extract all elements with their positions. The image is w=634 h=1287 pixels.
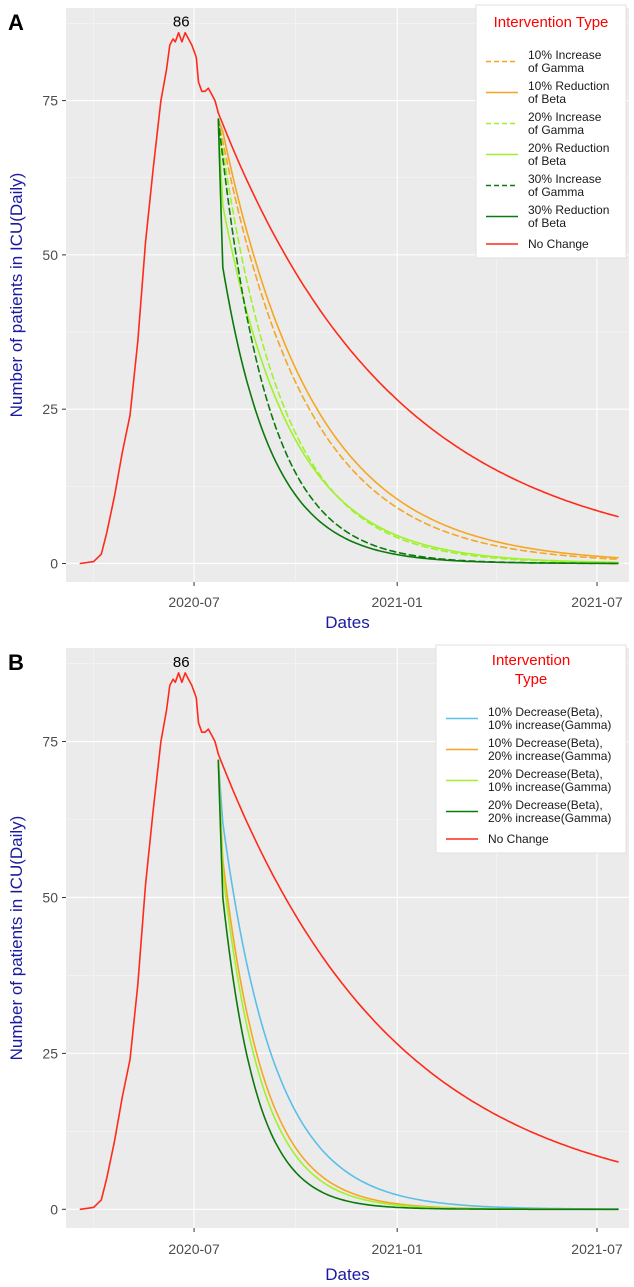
legend-label: 20% Decrease(Beta), [488, 798, 603, 812]
series-line-3 [217, 759, 619, 1211]
legend-label: of Gamma [528, 185, 584, 199]
chart-panel-b: 2020-07 2021-01 2021-07 0 25 50 75 Dates Number … [0, 640, 634, 1287]
series-line-1 [217, 118, 619, 559]
panel-label: B [8, 650, 24, 675]
legend-title: Intervention Type [494, 14, 609, 31]
x-tick-label: 2020-07 [168, 594, 220, 610]
legend-label: No Change [488, 832, 549, 846]
y-tick-label: 75 [42, 734, 58, 750]
y-axis-title: Number of patients in ICU(Daily) [7, 816, 26, 1061]
series-line-5 [217, 118, 619, 565]
y-tick-label: 75 [42, 93, 58, 109]
x-axis-title: Dates [325, 613, 369, 632]
x-tick-label: 2020-07 [168, 1241, 220, 1257]
legend-label: of Beta [528, 154, 566, 168]
series-line-6 [217, 112, 619, 518]
series-line-pre-intervention [79, 31, 220, 565]
y-tick-label: 25 [42, 1045, 58, 1061]
legend-label: No Change [528, 237, 589, 251]
series-line-pre-intervention [79, 672, 220, 1211]
peak-annotation: 86 [173, 14, 190, 31]
legend-label: 20% increase(Gamma) [488, 749, 611, 763]
legend-label: of Gamma [528, 123, 584, 137]
y-tick-label: 0 [50, 555, 58, 571]
legend-label: 10% Decrease(Beta), [488, 705, 603, 719]
legend-label: of Gamma [528, 61, 584, 75]
legend-label: of Beta [528, 92, 566, 106]
legend-label: 20% increase(Gamma) [488, 811, 611, 825]
series-line-4 [217, 753, 619, 1163]
chart-svg-b: 2020-07 2021-01 2021-07 0 25 50 75 Dates Number … [7, 644, 629, 1284]
legend-label: 20% Increase [528, 110, 602, 124]
x-tick-label: 2021-01 [371, 1241, 423, 1257]
x-axis-title: Dates [325, 1265, 369, 1284]
x-tick-label: 2021-01 [371, 594, 423, 610]
x-tick-label: 2021-07 [571, 594, 623, 610]
legend-label: 10% increase(Gamma) [488, 780, 611, 794]
y-axis-title: Number of patients in ICU(Daily) [7, 173, 26, 418]
y-tick-label: 0 [50, 1201, 58, 1217]
series-line-0 [217, 118, 619, 560]
chart-panel-a: 2020-07 2021-01 2021-07 0 25 50 75 Dates Number … [0, 0, 634, 640]
peak-annotation: 86 [173, 654, 190, 671]
y-tick-label: 50 [42, 889, 58, 905]
legend-title: Intervention [492, 652, 570, 669]
legend-label: 10% Increase [528, 48, 602, 62]
legend-title: Type [515, 671, 548, 688]
legend-label: of Beta [528, 216, 566, 230]
legend-label: 20% Reduction [528, 141, 609, 155]
legend-label: 20% Decrease(Beta), [488, 767, 603, 781]
series-line-3 [217, 118, 619, 564]
panel-label: A [8, 10, 24, 35]
legend-label: 10% Decrease(Beta), [488, 736, 603, 750]
legend-label: 30% Increase [528, 172, 602, 186]
y-tick-label: 50 [42, 247, 58, 263]
legend-label: 10% increase(Gamma) [488, 718, 611, 732]
y-tick-label: 25 [42, 401, 58, 417]
x-tick-label: 2021-07 [571, 1241, 623, 1257]
legend-label: 30% Reduction [528, 203, 609, 217]
legend-label: 10% Reduction [528, 79, 609, 93]
chart-svg-a: 2020-07 2021-01 2021-07 0 25 50 75 Dates Number … [7, 4, 629, 632]
